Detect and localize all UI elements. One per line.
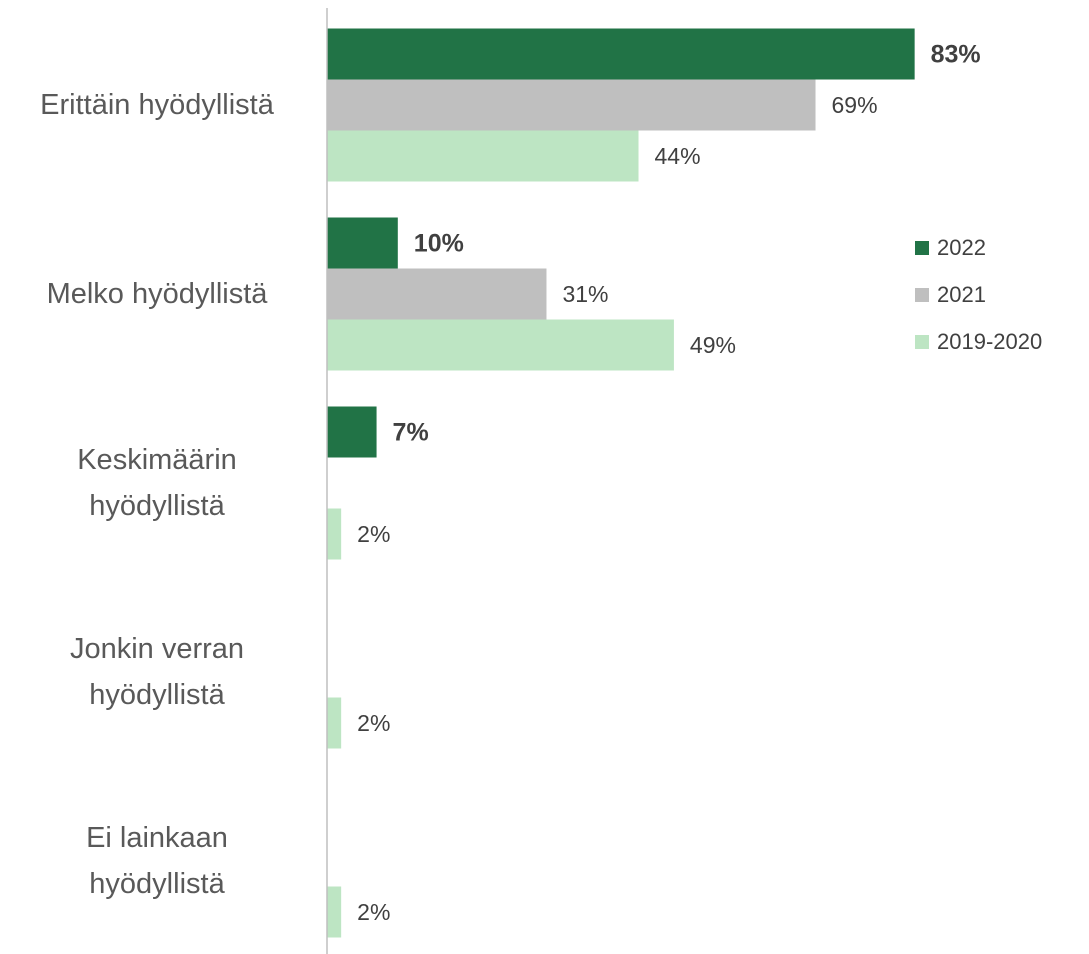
legend-swatch [915, 288, 929, 302]
data-label: 31% [562, 281, 608, 307]
legend-label: 2019-2020 [937, 329, 1042, 354]
category-label: Keskimäärin hyödyllistä [77, 444, 237, 522]
bar [327, 406, 377, 458]
category-label: Erittäin hyödyllistä [40, 89, 274, 121]
bar [327, 697, 342, 749]
bar [327, 130, 639, 182]
category-label: Ei lainkaan hyödyllistä [86, 822, 228, 900]
legend-label: 2021 [937, 282, 986, 307]
bar [327, 886, 342, 938]
legend-swatch [915, 241, 929, 255]
data-label: 44% [655, 143, 701, 169]
bar [327, 268, 547, 320]
bar [327, 319, 674, 371]
category-label: Jonkin verran hyödyllistä [69, 633, 245, 711]
legend-label: 2022 [937, 235, 986, 260]
bar [327, 508, 342, 560]
bar [327, 217, 398, 269]
data-label: 2% [357, 899, 390, 925]
bar [327, 79, 816, 131]
legend-swatch [915, 335, 929, 349]
data-label: 83% [931, 41, 981, 69]
category-label: Melko hyödyllistä [46, 278, 268, 310]
data-label: 69% [832, 92, 878, 118]
data-label: 7% [393, 419, 429, 447]
data-label: 2% [357, 521, 390, 547]
data-label: 2% [357, 710, 390, 736]
data-label: 49% [690, 332, 736, 358]
bar [327, 28, 915, 80]
data-label: 10% [414, 230, 464, 258]
